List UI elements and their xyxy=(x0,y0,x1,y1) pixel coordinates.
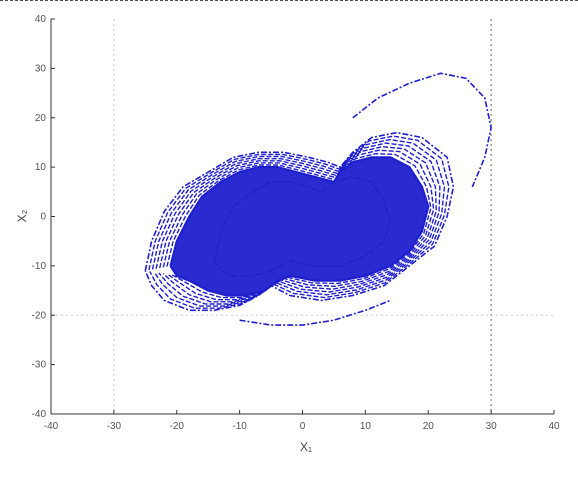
y-tick-label: 40 xyxy=(35,14,47,25)
attractor-core-fill xyxy=(170,157,429,296)
series-layer xyxy=(144,72,492,326)
x-tick-label: 0 xyxy=(300,421,306,432)
x-tick-label: 40 xyxy=(548,421,560,432)
trajectory-line-0 xyxy=(169,156,430,297)
x-tick-label: 20 xyxy=(423,421,435,432)
x-tick-label: -40 xyxy=(44,421,59,432)
trajectory-line-2 xyxy=(213,176,392,277)
trajectory-loop-6 xyxy=(148,135,450,309)
y-tick-label: -20 xyxy=(32,310,47,321)
trajectory-loop-1 xyxy=(166,152,432,299)
trajectory-loop-5 xyxy=(151,138,446,307)
y-tick-label: 0 xyxy=(40,212,46,223)
reference-lines xyxy=(51,19,554,414)
x-axis-label: X₁ xyxy=(300,440,312,454)
trajectory-line-3 xyxy=(352,72,492,188)
x-tick-label: -20 xyxy=(170,421,185,432)
top-dashed-border xyxy=(0,0,578,1)
x-tick-label: -10 xyxy=(232,421,247,432)
y-tick-label: 20 xyxy=(35,113,47,124)
y-tick-label: 10 xyxy=(35,162,47,173)
x-tick-label: 10 xyxy=(360,421,372,432)
ticks-layer: -40 -30 -20 -10 0 10 20 30 40 -40 -30 -20 -10 0 10 20 30… xyxy=(32,14,560,432)
y-axis-label: X₂ xyxy=(15,209,29,222)
trajectory-line-4 xyxy=(239,299,391,326)
y-tick-label: -10 xyxy=(32,261,47,272)
y-tick-label: 30 xyxy=(35,63,47,74)
x-tick-label: -30 xyxy=(107,421,122,432)
y-tick-label: -40 xyxy=(32,409,47,420)
trajectory-line-1 xyxy=(144,131,455,312)
x-tick-label: 30 xyxy=(486,421,498,432)
y-tick-label: -30 xyxy=(32,360,47,371)
